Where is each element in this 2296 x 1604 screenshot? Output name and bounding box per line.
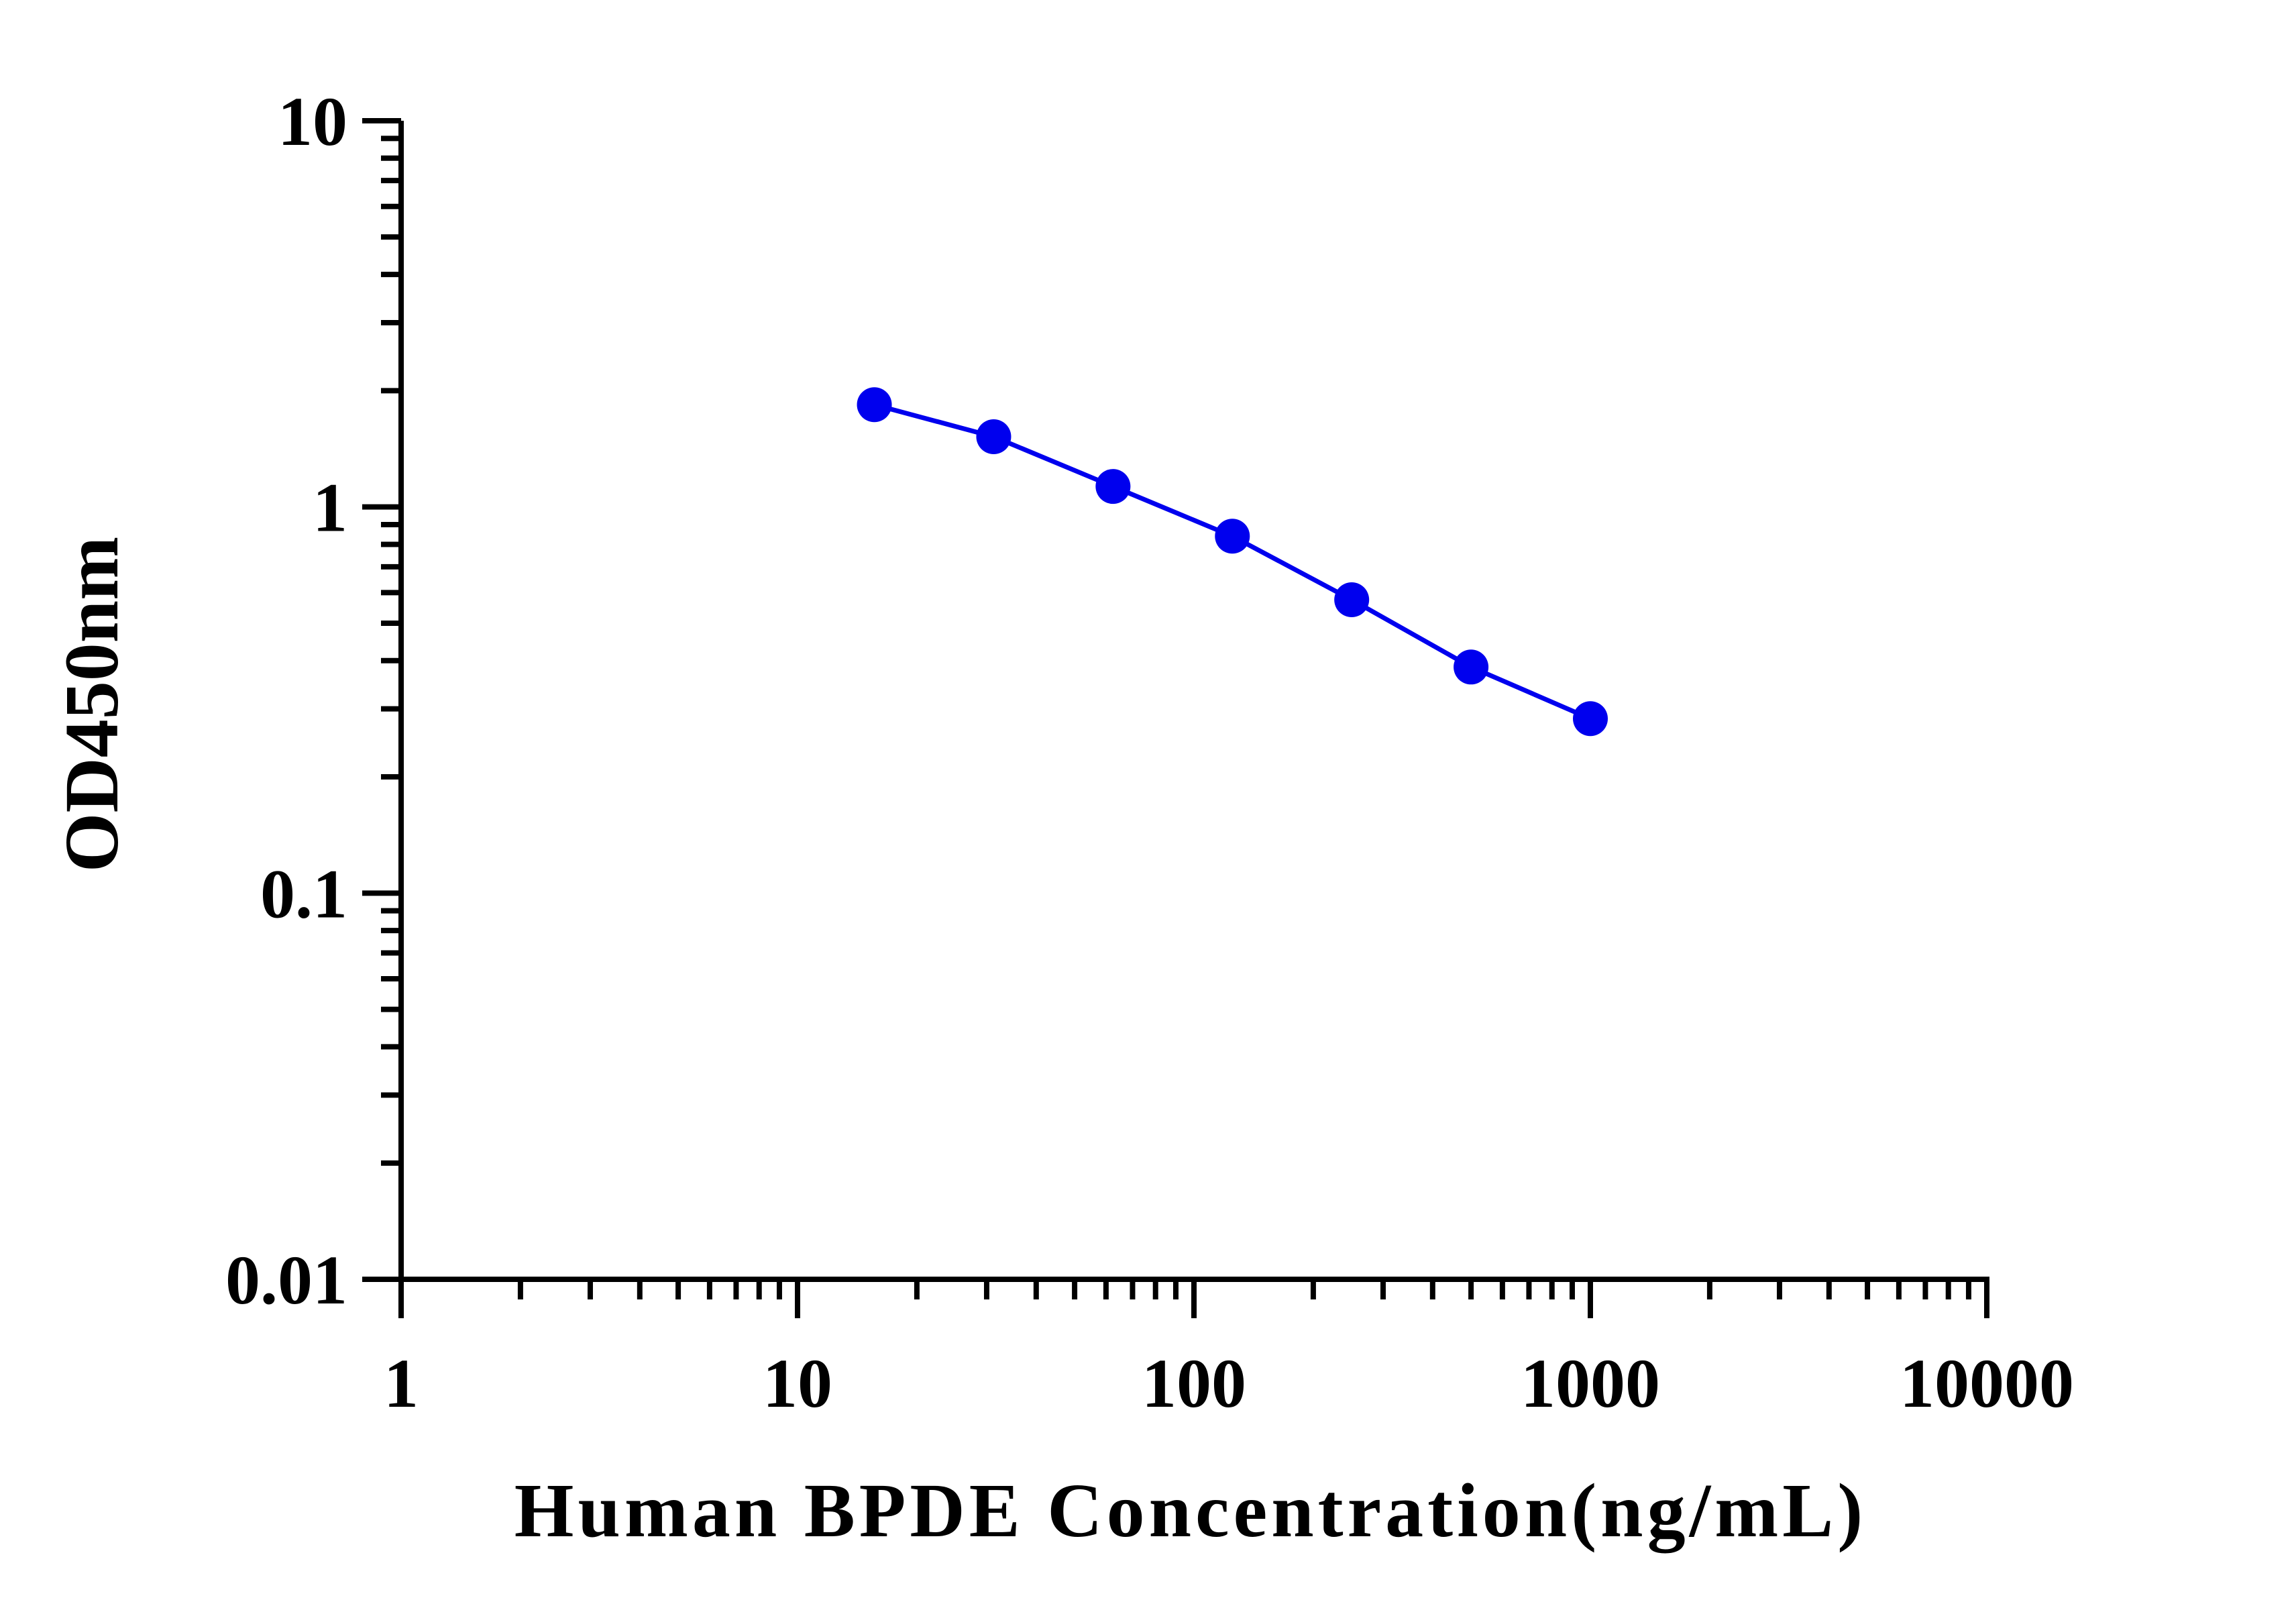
x-tick-label: 1 [384, 1345, 419, 1422]
x-axis-title: Human BPDE Concentration(ng/mL) [514, 1468, 1867, 1553]
x-tick-label: 100 [1142, 1345, 1246, 1422]
data-point [976, 419, 1012, 454]
data-point [1095, 469, 1131, 504]
y-tick-label: 0.1 [260, 855, 347, 932]
x-tick-label: 10000 [1900, 1345, 2074, 1422]
data-point [1454, 649, 1489, 685]
x-axis: 1 10 100 1000 10000 [384, 1277, 2074, 1422]
y-tick-label: 10 [278, 83, 347, 160]
data-point [1573, 701, 1608, 737]
data-point [857, 387, 892, 423]
y-tick-label: 0.01 [225, 1242, 347, 1319]
series-layer [857, 387, 1608, 737]
data-point [1215, 519, 1250, 554]
y-tick-label: 1 [313, 470, 347, 547]
x-tick-label: 1000 [1521, 1345, 1660, 1422]
y-axis: 0.01 0.1 1 10 [225, 83, 404, 1319]
data-point [1334, 582, 1370, 618]
y-axis-title: OD450nm [49, 537, 134, 872]
x-tick-label: 10 [763, 1345, 832, 1422]
